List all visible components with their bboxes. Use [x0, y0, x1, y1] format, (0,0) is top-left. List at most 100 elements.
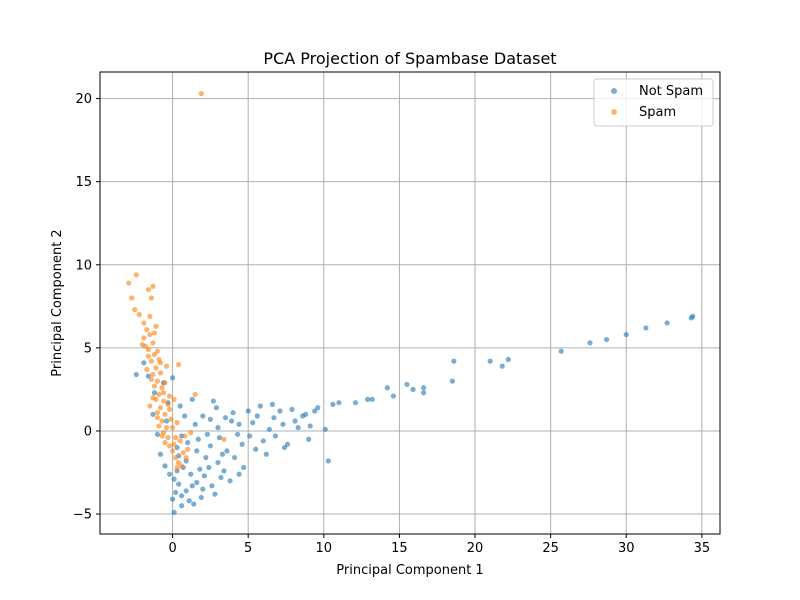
data-point	[141, 335, 147, 341]
data-point	[162, 463, 168, 469]
y-tick-label: 5	[84, 341, 92, 356]
data-point	[162, 439, 168, 446]
data-point	[277, 408, 283, 414]
data-point	[153, 365, 159, 371]
data-point	[186, 498, 192, 504]
data-point	[166, 406, 173, 412]
data-point	[558, 348, 564, 354]
data-point	[173, 489, 179, 496]
data-point	[235, 431, 241, 437]
data-points	[126, 91, 696, 515]
data-point	[145, 353, 151, 359]
data-point	[133, 371, 139, 378]
data-point	[384, 385, 390, 391]
data-point	[266, 426, 272, 432]
y-axis-ticks: −5 0 5 10 15 20	[73, 92, 100, 523]
y-tick-label: 15	[75, 175, 92, 190]
data-point	[257, 403, 263, 409]
data-point	[218, 474, 224, 481]
data-point	[269, 401, 275, 407]
data-point	[177, 438, 183, 444]
data-point	[312, 408, 318, 414]
data-point	[148, 295, 155, 301]
data-point	[144, 326, 150, 333]
data-point	[168, 416, 174, 422]
data-point	[147, 331, 153, 338]
data-point	[189, 396, 195, 402]
x-axis-label: Principal Component 1	[336, 563, 483, 578]
data-point	[179, 503, 185, 509]
data-point	[451, 358, 457, 364]
data-point	[147, 403, 153, 409]
data-point	[148, 376, 155, 383]
data-point	[336, 400, 342, 406]
data-point	[263, 451, 269, 457]
data-point	[182, 433, 188, 439]
y-tick-label: −5	[73, 508, 92, 523]
data-point	[182, 413, 188, 419]
data-point	[156, 423, 162, 429]
data-point	[133, 272, 139, 278]
data-point	[197, 466, 203, 472]
data-point	[260, 438, 266, 444]
data-point	[201, 473, 207, 479]
data-point	[228, 418, 235, 424]
data-point	[160, 390, 167, 396]
x-tick-label: 0	[168, 541, 176, 556]
data-point	[203, 454, 209, 461]
data-point	[212, 491, 218, 497]
data-point	[185, 439, 191, 446]
data-point	[145, 287, 151, 293]
data-point	[126, 280, 132, 286]
data-point	[222, 415, 229, 421]
data-point	[209, 483, 215, 489]
data-point	[171, 396, 177, 402]
data-point	[154, 410, 161, 416]
legend-marker-not-spam	[611, 88, 617, 94]
data-point	[216, 435, 223, 441]
data-point	[151, 390, 158, 396]
data-point	[150, 340, 156, 346]
series-spam	[126, 91, 227, 471]
data-point	[163, 425, 170, 431]
data-point	[169, 496, 176, 502]
data-point	[449, 378, 455, 384]
data-point	[245, 408, 251, 414]
data-point	[215, 425, 221, 431]
data-point	[154, 415, 161, 421]
data-point	[151, 383, 158, 389]
data-point	[129, 295, 135, 301]
data-point	[176, 481, 182, 487]
data-point	[215, 459, 221, 466]
data-point	[189, 483, 195, 489]
data-point	[159, 433, 165, 439]
data-point	[241, 464, 247, 471]
data-point	[160, 398, 167, 404]
y-axis-label: Principal Component 2	[50, 229, 65, 376]
data-point	[176, 361, 182, 368]
data-point	[174, 420, 180, 426]
data-point	[236, 421, 242, 427]
legend: Not Spam Spam	[593, 78, 714, 127]
data-point	[156, 391, 162, 398]
x-tick-label: 5	[244, 541, 252, 556]
data-point	[289, 406, 295, 412]
data-point	[505, 356, 511, 363]
data-point	[247, 433, 253, 439]
x-axis-ticks: 0 5 10 15 20 25 30 35	[168, 534, 710, 556]
data-point	[271, 415, 277, 421]
data-point	[623, 331, 629, 338]
data-point	[179, 493, 185, 499]
data-point	[165, 401, 171, 407]
data-point	[174, 444, 180, 451]
data-point	[254, 413, 260, 419]
data-point	[159, 418, 165, 424]
data-point	[206, 464, 212, 471]
data-point	[150, 395, 156, 401]
data-point	[173, 454, 179, 461]
data-point	[144, 366, 150, 373]
data-point	[188, 430, 194, 436]
data-point	[150, 411, 156, 417]
data-point	[171, 441, 177, 447]
data-point	[151, 330, 158, 336]
